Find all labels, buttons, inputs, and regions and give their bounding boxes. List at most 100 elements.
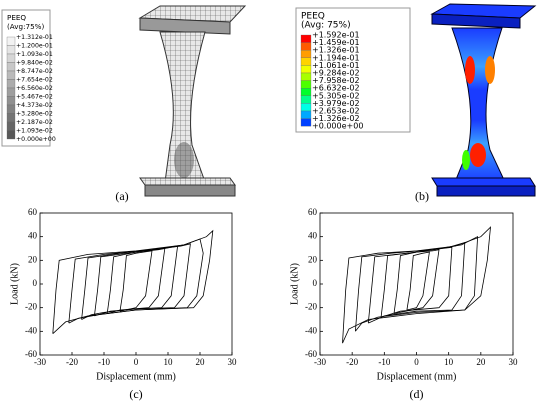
hysteresis-loop	[342, 226, 492, 344]
y-tick-label: 20	[308, 254, 318, 264]
legend-label: +5.305e-02	[312, 91, 360, 100]
legend-label: +1.592e-01	[312, 31, 360, 40]
legend-label: +7.958e-02	[312, 76, 360, 85]
legend-swatch	[6, 62, 16, 72]
legend-label: +3.979e-02	[312, 99, 360, 108]
legend-label: +8.747e-02	[16, 68, 53, 75]
contour-legend: PEEQ(Avg:75%)+1.312e-01+1.200e-01+1.093e…	[1, 9, 56, 147]
legend-swatch	[6, 36, 16, 46]
panel-caption: (b)	[415, 189, 429, 203]
legend-swatch	[300, 42, 312, 51]
legend-swatch	[6, 96, 16, 106]
legend-label: +9.840e-02	[16, 60, 53, 67]
hysteresis-loop	[406, 251, 430, 311]
legend-swatch	[300, 34, 312, 43]
legend-swatch	[6, 104, 16, 114]
legend-label: +1.194e-01	[312, 53, 360, 62]
hysteresis-loop	[355, 236, 479, 332]
legend-label: +0.000e+00	[16, 136, 56, 143]
legend-swatch	[6, 121, 16, 131]
y-tick-label: -20	[25, 302, 37, 312]
legend-label: +1.061e-01	[312, 61, 360, 70]
legend-label: +3.280e-02	[16, 111, 53, 118]
x-axis-label: Displacement (mm)	[96, 371, 176, 382]
legend-label: +4.373e-02	[16, 102, 53, 109]
y-tick-label: -60	[305, 349, 317, 359]
hysteresis-loop	[81, 243, 191, 320]
y-tick-label: 20	[28, 254, 38, 264]
contour-legend: PEEQ(Avg: 75%)+1.592e-01+1.459e-01+1.326…	[295, 7, 411, 133]
x-tick-label: -30	[314, 357, 326, 367]
hysteresis-loop	[119, 250, 153, 312]
legend-swatch	[300, 95, 312, 104]
panel-caption: (c)	[129, 387, 142, 401]
legend-swatch	[300, 118, 312, 127]
x-tick-label: -20	[66, 357, 78, 367]
legend-title: PEEQ	[301, 12, 325, 22]
fe-model-b	[430, 3, 537, 197]
legend-swatch	[6, 87, 16, 97]
plot-frame	[319, 212, 514, 356]
legend-label: +1.093e-02	[16, 128, 53, 135]
hysteresis-loop	[52, 229, 214, 334]
y-tick-label: 40	[308, 231, 318, 241]
x-tick-label: 20	[476, 357, 486, 367]
x-tick-label: -10	[98, 357, 110, 367]
legend-swatch	[300, 50, 312, 58]
hysteresis-loop	[380, 246, 453, 318]
hysteresis-loop	[94, 245, 179, 317]
hysteresis-loop	[393, 249, 440, 314]
x-tick-label: -30	[34, 357, 46, 367]
x-tick-label: 30	[228, 357, 238, 367]
legend-swatch	[300, 65, 312, 74]
plot-frame	[39, 212, 233, 356]
hysteresis-loop	[106, 248, 166, 314]
x-axis-label: Displacement (mm)	[377, 371, 457, 382]
legend-label: +0.000e+00	[312, 122, 363, 131]
legend-label: +2.187e-02	[16, 119, 53, 126]
legend-label: +1.312e-01	[16, 34, 53, 41]
legend-label: +6.632e-02	[312, 84, 360, 93]
legend-swatch	[300, 80, 312, 89]
panel-caption: (a)	[115, 189, 128, 203]
y-tick-label: -60	[25, 349, 37, 359]
legend-title: PEEQ	[7, 13, 26, 22]
y-axis-label: Load (kN)	[289, 263, 300, 305]
legend-swatch	[300, 88, 312, 96]
legend-swatch	[6, 79, 16, 89]
legend-subtitle: (Avg:75%)	[7, 22, 45, 31]
legend-swatch	[300, 57, 312, 66]
x-tick-label: 0	[134, 357, 139, 367]
panel-caption: (d)	[410, 387, 424, 401]
y-axis-label: Load (kN)	[9, 263, 20, 305]
legend-swatch	[6, 130, 16, 140]
y-tick-label: 60	[308, 207, 318, 217]
x-tick-label: -20	[346, 357, 358, 367]
x-tick-label: 30	[509, 357, 519, 367]
legend-box	[295, 7, 411, 133]
legend-swatch	[300, 110, 312, 119]
legend-label: +1.326e-01	[312, 46, 360, 55]
x-tick-label: 20	[196, 357, 206, 367]
legend-label: +1.093e-01	[16, 51, 53, 58]
legend-label: +9.284e-02	[312, 69, 360, 78]
y-tick-label: 40	[28, 231, 38, 241]
legend-label: +1.326e-02	[312, 114, 360, 123]
y-tick-label: 0	[313, 278, 318, 288]
x-tick-label: 10	[164, 357, 174, 367]
y-tick-label: 60	[28, 207, 38, 217]
y-tick-label: -40	[25, 325, 37, 335]
hysteresis-loop	[367, 242, 466, 324]
legend-subtitle: (Avg: 75%)	[301, 21, 351, 31]
fe-model-a	[138, 5, 247, 197]
legend-swatch	[6, 70, 16, 80]
legend-swatch	[300, 103, 312, 112]
hysteresis-loop	[68, 238, 204, 324]
legend-swatch	[300, 72, 312, 81]
legend-swatch	[6, 113, 16, 123]
legend-swatch	[6, 53, 16, 63]
legend-label: +5.467e-02	[16, 94, 53, 101]
legend-label: +1.459e-01	[312, 38, 360, 47]
legend-label: +2.653e-02	[312, 107, 360, 116]
